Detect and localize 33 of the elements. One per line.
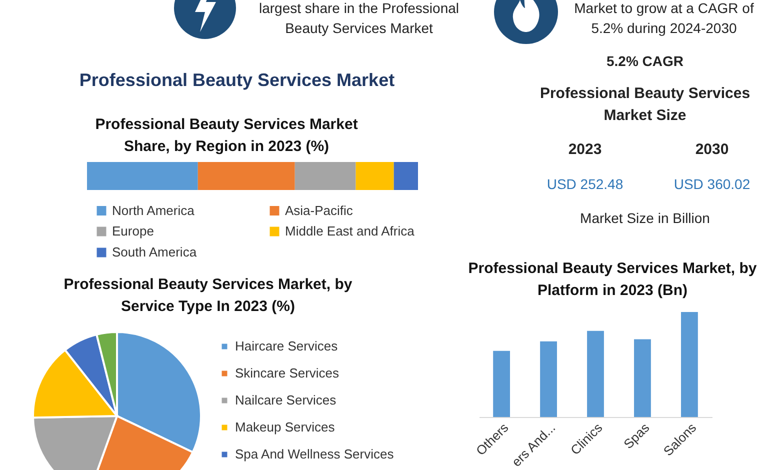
text: Professional Beauty Services Market Size (538, 84, 752, 126)
legend-label: Middle East and Africa (285, 224, 416, 238)
bar (87, 162, 198, 190)
bar (198, 162, 295, 190)
legend-label: Makeup Services (235, 420, 336, 434)
bar (634, 339, 651, 417)
text: Market to grow at a CAGR of 5.2% during 2024-2030 (573, 0, 755, 38)
legend-label: Spa And Wellness Services (235, 446, 394, 462)
chart-title: Professional Beauty Services Market, by Platform in 2023 (Bn) (468, 260, 758, 299)
bar (540, 341, 557, 417)
legend-label: South America (112, 244, 198, 260)
bar (394, 162, 418, 190)
text: USD 252.48 (546, 175, 624, 194)
bar (294, 162, 356, 190)
legend-label: Skincare Services (235, 366, 340, 380)
legend-label: Nailcare Services (235, 392, 337, 408)
text: 5.2% CAGR (605, 52, 685, 71)
legend-label: Europe (112, 224, 154, 238)
legend-label: Haircare Services (235, 338, 338, 354)
chart-title: Professional Beauty Services Market Share, by Region in 2023 (%) (95, 116, 358, 155)
text: Professional Beauty Services Market (78, 69, 396, 92)
text: largest share in the Professional Beauty Services Market (258, 0, 460, 38)
bar (493, 350, 510, 417)
legend-label: North America (112, 202, 196, 218)
bar (356, 162, 394, 190)
text: USD 360.02 (672, 175, 752, 194)
text: 2030 (694, 140, 730, 160)
bar (587, 330, 604, 417)
chart-title: Professional Beauty Services Market, by Service Type In 2023 (%) (64, 276, 353, 315)
text: Market Size in Billion (579, 209, 711, 228)
text: 2023 (567, 140, 603, 160)
legend-label: Asia-Pacific (285, 202, 354, 218)
bar (680, 312, 698, 417)
